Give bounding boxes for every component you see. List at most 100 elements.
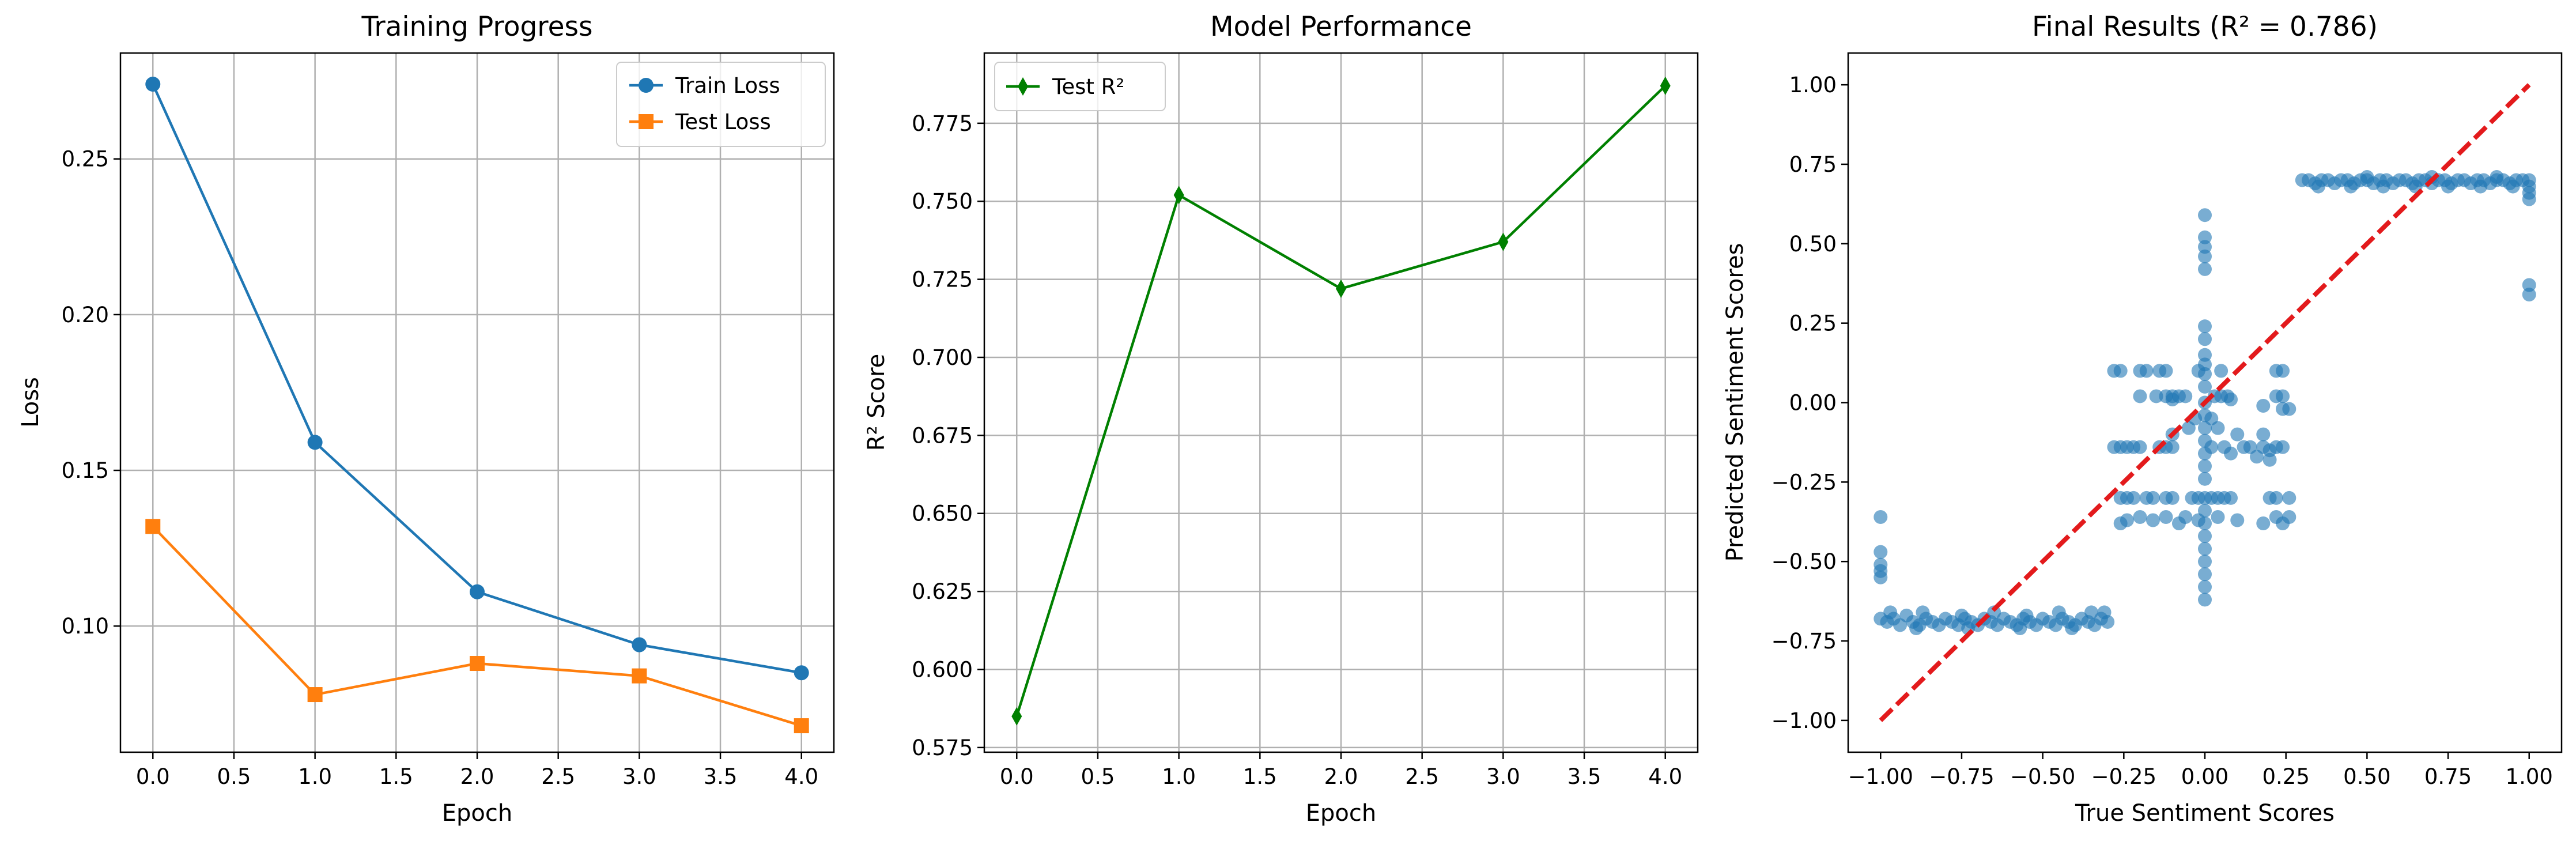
scatter-point [2360, 170, 2374, 184]
scatter-point [2198, 459, 2212, 473]
data-point-train-loss [632, 637, 647, 652]
scatter-point [2178, 389, 2193, 403]
y-tick-label: −0.50 [1772, 549, 1837, 574]
data-point-test-r [1173, 186, 1184, 205]
legend-box [994, 62, 1166, 111]
y-tick-label: 0.725 [912, 267, 973, 292]
scatter-point [2214, 364, 2228, 378]
scatter-point [2198, 230, 2212, 244]
scatter-point [2133, 389, 2147, 403]
y-tick-label: 0.700 [912, 345, 973, 370]
x-tick-label: 1.0 [298, 764, 332, 789]
scatter-point [2198, 529, 2212, 544]
scatter-point [2276, 516, 2290, 531]
scatter-point [2052, 605, 2066, 620]
x-tick-label: 2.0 [1324, 764, 1358, 789]
scatter-point [2159, 364, 2173, 378]
scatter-point [2198, 503, 2212, 518]
scatter-point [2198, 567, 2212, 582]
scatter-point [2263, 452, 2277, 467]
x-tick-label: 4.0 [784, 764, 818, 789]
chart-title: Model Performance [1210, 11, 1472, 43]
scatter-point [2224, 446, 2238, 461]
y-tick-label: 0.650 [912, 501, 973, 526]
grid [984, 53, 1698, 752]
scatter-point [2198, 408, 2212, 423]
scatter-point [2165, 392, 2180, 406]
y-tick-label: 0.00 [1789, 391, 1837, 416]
x-tick-label: −0.75 [1929, 764, 1994, 789]
x-axis-label: Epoch [442, 800, 512, 827]
series-markers [145, 77, 809, 734]
x-tick-label: −0.25 [2091, 764, 2156, 789]
scatter-point [2490, 170, 2504, 184]
scatter-point [2522, 278, 2536, 292]
scatter-point [2376, 179, 2390, 194]
scatter-point [2522, 192, 2536, 206]
data-point-test-r [1011, 707, 1022, 726]
x-tick-label: 1.0 [1162, 764, 1196, 789]
x-tick-label: 3.0 [1486, 764, 1520, 789]
legend-label-test-loss: Test Loss [675, 110, 771, 134]
x-axis-label: Epoch [1306, 800, 1376, 827]
scatter-point [2276, 440, 2290, 454]
data-point-test-loss [794, 718, 809, 734]
scatter-point [2198, 542, 2212, 556]
x-axis-ticks: 0.0 0.5 1.0 1.5 2.0 2.5 3.0 3.5 4.0 [136, 752, 818, 789]
scatter-point [2250, 450, 2264, 464]
x-tick-label: 3.0 [622, 764, 656, 789]
panel-model-performance: Model Performance 0.0 0.5 1.0 1.5 2.0 2.5 3.0 3… [863, 11, 1699, 827]
scatter-point [2441, 179, 2456, 194]
x-tick-label: 1.5 [1243, 764, 1277, 789]
scatter-point [2198, 516, 2212, 531]
scatter-point [2276, 389, 2290, 403]
scatter-point [2256, 399, 2271, 413]
y-tick-label: 0.75 [1789, 152, 1837, 177]
x-axis-ticks: 0.0 0.5 1.0 1.5 2.0 2.5 3.0 3.5 4.0 [1000, 752, 1682, 789]
scatter-point [2282, 402, 2297, 416]
scatter-point [2198, 471, 2212, 486]
scatter-point [2084, 605, 2099, 620]
y-tick-label: 0.775 [912, 111, 973, 136]
scatter-point [1874, 545, 1888, 559]
x-tick-label: 2.0 [460, 764, 494, 789]
scatter-point [2198, 208, 2212, 222]
chart-title: Training Progress [361, 11, 593, 43]
scatter-point [2165, 491, 2180, 505]
x-tick-label: 0.50 [2343, 764, 2390, 789]
scatter-point [2171, 516, 2186, 531]
scatter-point [2211, 510, 2225, 524]
scatter-point [2146, 513, 2160, 527]
scatter-point [2198, 433, 2212, 448]
scatter-point [2198, 249, 2212, 263]
data-point-test-loss [307, 687, 323, 703]
y-tick-label: −0.25 [1772, 470, 1837, 495]
y-axis-ticks: −1.00 −0.75 −0.50 −0.25 0.00 0.25 0.50 0.75 1.00 [1772, 73, 1848, 733]
scatter-point [2159, 510, 2173, 524]
legend-marker-test-r2 [1018, 77, 1028, 96]
scatter-point [2113, 364, 2128, 378]
scatter-point [2139, 364, 2154, 378]
y-tick-label: −0.75 [1772, 629, 1837, 654]
scatter-point [2149, 389, 2163, 403]
scatter-point [2126, 491, 2141, 505]
y-tick-label: 0.15 [62, 458, 109, 483]
legend: Train Loss Test Loss [616, 62, 826, 147]
scatter-point [2224, 491, 2238, 505]
grid [120, 53, 834, 752]
scatter-point [1883, 605, 1898, 620]
scatter-point [2230, 427, 2245, 442]
x-axis-label: True Sentiment Scores [2075, 800, 2335, 827]
x-tick-label: 0.0 [136, 764, 170, 789]
x-tick-label: 0.75 [2424, 764, 2472, 789]
data-point-test-r [1336, 279, 1346, 298]
y-tick-label: 0.20 [62, 303, 109, 327]
scatter-point [2065, 621, 2079, 635]
scatter-point [2198, 379, 2212, 394]
scatter-point [2146, 491, 2160, 505]
scatter-point [1909, 621, 1924, 635]
y-tick-label: 0.25 [1789, 311, 1837, 336]
y-axis-ticks: 0.10 0.15 0.20 0.25 [62, 147, 120, 639]
legend-marker-train-loss [639, 78, 654, 93]
